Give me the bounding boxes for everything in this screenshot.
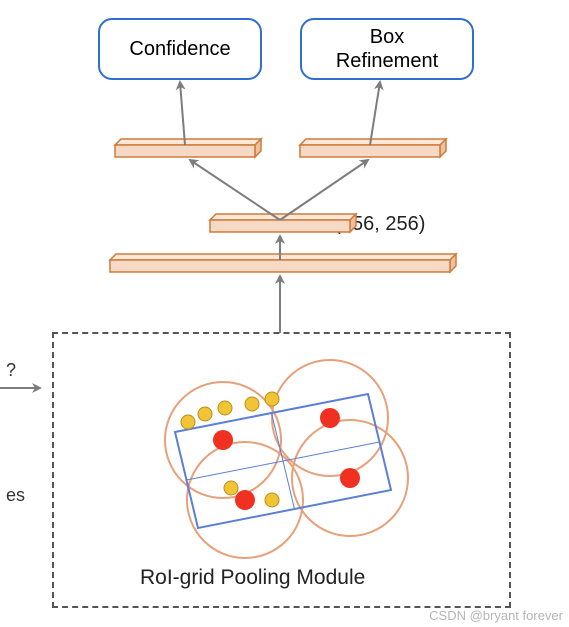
confidence-box: Confidence bbox=[98, 18, 262, 80]
box-refinement-box: Box Refinement bbox=[300, 18, 474, 80]
fc-label: FC (256, 256) bbox=[302, 213, 425, 236]
side-label-bottom: es bbox=[6, 485, 25, 506]
confidence-label: Confidence bbox=[129, 37, 230, 61]
feature-bars bbox=[110, 139, 456, 272]
box-refinement-label: Box Refinement bbox=[336, 25, 438, 73]
roi-grid-module-label-text: RoI-grid Pooling Module bbox=[140, 566, 365, 589]
watermark-text: CSDN @bryant forever bbox=[429, 608, 563, 623]
fc-label-text: FC (256, 256) bbox=[302, 213, 425, 235]
side-label-bottom-text: es bbox=[6, 485, 25, 505]
watermark: CSDN @bryant forever bbox=[429, 608, 563, 623]
side-label-top: ? bbox=[6, 360, 16, 381]
roi-grid-module-label: RoI-grid Pooling Module bbox=[140, 566, 365, 590]
side-label-top-text: ? bbox=[6, 360, 16, 380]
